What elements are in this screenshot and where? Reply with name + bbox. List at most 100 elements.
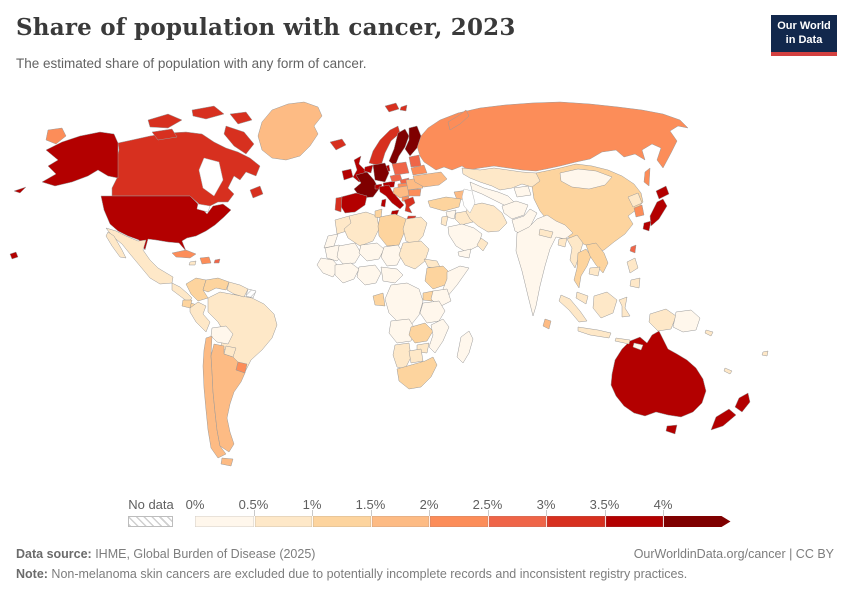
region-uruguay[interactable]	[235, 361, 248, 374]
region-sudan[interactable]	[398, 240, 430, 270]
region-zambia[interactable]	[408, 322, 434, 344]
region-iceland[interactable]	[329, 138, 347, 151]
region-malaysia[interactable]	[575, 291, 589, 305]
region-mexico[interactable]	[105, 227, 174, 285]
region-philippines-luzon[interactable]	[626, 257, 639, 274]
region-ireland[interactable]	[341, 168, 354, 181]
region-guyana-suriname[interactable]	[226, 281, 249, 298]
region-south-africa[interactable]	[396, 356, 438, 390]
region-canada-baffin[interactable]	[223, 125, 255, 155]
region-north-korea[interactable]	[627, 192, 643, 208]
region-canada[interactable]	[111, 131, 261, 213]
region-bulgaria[interactable]	[407, 188, 422, 197]
legend-segment-2[interactable]	[312, 516, 371, 527]
region-oman[interactable]	[476, 237, 489, 252]
region-new-zealand-south[interactable]	[710, 408, 737, 431]
legend-segment-8[interactable]	[663, 516, 731, 527]
region-portugal[interactable]	[334, 196, 343, 213]
region-french-guiana[interactable]	[245, 288, 257, 299]
region-usa-alaska[interactable]	[41, 131, 119, 187]
region-usa[interactable]	[100, 195, 232, 252]
legend-segment-7[interactable]	[604, 516, 663, 527]
region-syria[interactable]	[445, 209, 457, 220]
region-norway-svalbard-2[interactable]	[399, 104, 408, 112]
region-russia-sakhalin[interactable]	[643, 167, 651, 187]
region-saudi-arabia[interactable]	[447, 223, 483, 253]
region-argentina[interactable]	[210, 343, 246, 453]
region-namibia[interactable]	[392, 342, 412, 370]
region-greenland[interactable]	[257, 101, 323, 161]
region-australia[interactable]	[610, 330, 707, 418]
region-indonesia-sulawesi[interactable]	[618, 296, 631, 318]
region-senegal-guinea[interactable]	[316, 257, 340, 278]
region-norway-svalbard-1[interactable]	[384, 102, 400, 113]
region-bolivia[interactable]	[210, 325, 234, 345]
region-canada-newfoundland[interactable]	[249, 185, 264, 199]
region-levant[interactable]	[440, 215, 449, 227]
region-central-asia-east[interactable]	[513, 185, 532, 198]
region-japan-honshu[interactable]	[649, 198, 668, 227]
legend-segment-6[interactable]	[546, 516, 605, 527]
region-usa-hawaii[interactable]	[9, 251, 19, 260]
region-greece[interactable]	[403, 196, 416, 214]
region-indonesia-sumatra[interactable]	[558, 294, 588, 323]
region-cameroon-car[interactable]	[380, 266, 404, 284]
region-timor[interactable]	[632, 342, 644, 351]
region-colombia[interactable]	[185, 277, 209, 302]
region-iran[interactable]	[465, 202, 508, 233]
region-south-korea[interactable]	[633, 204, 645, 218]
region-japan-hokkaido[interactable]	[655, 185, 670, 200]
legend-no-data-swatch[interactable]	[128, 516, 173, 527]
region-taiwan[interactable]	[629, 244, 637, 254]
legend-segment-4[interactable]	[429, 516, 488, 527]
region-norway[interactable]	[368, 125, 401, 167]
legend-segment-5[interactable]	[487, 516, 546, 527]
region-ukraine[interactable]	[412, 171, 448, 188]
region-papua-new-guinea[interactable]	[672, 309, 701, 333]
region-indonesia-java[interactable]	[577, 326, 612, 339]
region-puerto-rico[interactable]	[213, 258, 221, 264]
region-jamaica[interactable]	[188, 260, 197, 266]
region-myanmar[interactable]	[566, 234, 584, 269]
region-gabon-congo[interactable]	[372, 292, 386, 307]
region-nepal[interactable]	[538, 228, 554, 239]
region-afghanistan[interactable]	[501, 200, 529, 220]
region-drc[interactable]	[384, 282, 424, 326]
region-indonesia-papua[interactable]	[648, 308, 677, 332]
region-bangladesh[interactable]	[557, 237, 568, 248]
region-usa-aleutians[interactable]	[13, 186, 27, 194]
region-italy-sardinia[interactable]	[380, 198, 387, 208]
credit-link[interactable]: OurWorldinData.org/cancer | CC BY	[633, 547, 834, 561]
region-niger[interactable]	[358, 242, 385, 262]
region-angola[interactable]	[388, 318, 416, 344]
region-argentina-tierra-del-fuego[interactable]	[220, 457, 234, 467]
region-cuba[interactable]	[171, 249, 197, 259]
region-hispaniola[interactable]	[199, 256, 212, 265]
region-new-caledonia[interactable]	[723, 367, 733, 375]
region-poland[interactable]	[391, 161, 410, 176]
region-canada-arctic-2[interactable]	[191, 105, 225, 120]
region-belarus[interactable]	[410, 164, 428, 176]
region-algeria[interactable]	[343, 211, 380, 247]
region-finland[interactable]	[404, 125, 422, 157]
region-new-zealand-north[interactable]	[734, 392, 751, 413]
region-baltics[interactable]	[408, 154, 422, 168]
owid-logo[interactable]: Our World in Data	[771, 15, 837, 56]
region-sri-lanka[interactable]	[542, 318, 552, 330]
legend-segment-0[interactable]	[195, 516, 254, 527]
region-italy[interactable]	[378, 184, 405, 210]
region-mozambique[interactable]	[428, 318, 450, 354]
region-uganda[interactable]	[422, 290, 434, 302]
region-mexico-baja[interactable]	[105, 231, 127, 259]
region-mongolia[interactable]	[559, 168, 613, 190]
region-germany[interactable]	[372, 162, 390, 183]
region-spain[interactable]	[339, 192, 368, 214]
region-russia[interactable]	[416, 101, 689, 172]
region-australia-tasmania[interactable]	[665, 424, 678, 435]
region-benelux[interactable]	[363, 164, 374, 174]
region-ivory-coast-ghana[interactable]	[334, 262, 360, 284]
region-egypt[interactable]	[402, 216, 428, 246]
region-canada-arctic-4[interactable]	[229, 111, 253, 125]
region-libya[interactable]	[377, 213, 407, 247]
region-venezuela[interactable]	[202, 277, 230, 293]
